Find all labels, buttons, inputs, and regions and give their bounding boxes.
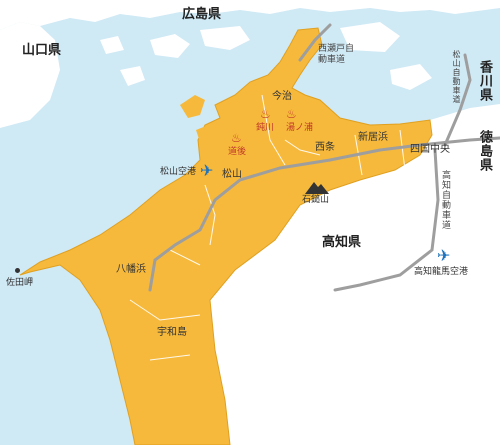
airplane-icon: ✈: [200, 161, 214, 180]
hot-spring-icon: ♨: [286, 107, 297, 121]
city-label-shikokuchuo: 四国中央: [410, 144, 450, 155]
prefecture-label-tokushima: 徳島県: [477, 130, 492, 172]
island: [100, 36, 124, 54]
place-label-kochi-airport: 高知龍馬空港: [414, 267, 469, 277]
prefecture-label-hiroshima: 広島県: [182, 7, 222, 22]
shikoku-other-land: [210, 104, 500, 445]
island: [340, 22, 400, 52]
onsen-label-kinugawa: 鈍川: [256, 123, 275, 133]
place-label-sadamisaki: 佐田岬: [6, 278, 34, 288]
onsen-label-yunoura: 湯ノ浦: [286, 123, 314, 133]
island-ehime: [196, 126, 210, 142]
cape-marker: [15, 268, 20, 273]
hot-spring-icon: ♨: [260, 107, 271, 121]
island: [120, 66, 145, 86]
city-label-saijo: 西条: [315, 142, 335, 153]
road-label-kochi-exp: 高知自動車道: [440, 170, 450, 230]
island: [150, 34, 190, 58]
place-label-matsuyama-airport: 松山空港: [160, 167, 197, 177]
airplane-icon: ✈: [437, 246, 451, 265]
chugoku-land: [0, 0, 500, 30]
city-label-uwajima: 宇和島: [157, 327, 187, 338]
city-label-matsuyama: 松山: [222, 169, 242, 180]
island: [200, 26, 250, 50]
takanawa-peninsula: [180, 95, 205, 118]
city-label-niihama: 新居浜: [358, 132, 388, 143]
city-label-imabari: 今治: [272, 91, 292, 102]
expressways: [148, 23, 500, 292]
prefecture-label-kochi: 高知県: [322, 235, 362, 250]
prefecture-label-yamaguchi: 山口県: [22, 43, 62, 58]
road-label-matsuyama-exp: 松山自動車道: [452, 50, 461, 104]
hot-spring-icon: ♨: [231, 131, 242, 145]
road-label-nishiseto: 西瀬戸自動車道: [318, 44, 355, 65]
boundaries: [129, 94, 406, 361]
island: [390, 64, 432, 90]
mountain-icon: [305, 182, 329, 194]
city-label-yawatahama: 八幡浜: [116, 264, 146, 275]
yamaguchi-land: [0, 22, 60, 128]
place-label-ishizuchi: 石鎚山: [302, 195, 330, 205]
prefecture-label-kagawa: 香川県: [477, 60, 492, 102]
onsen-label-dogo: 道後: [228, 147, 247, 157]
